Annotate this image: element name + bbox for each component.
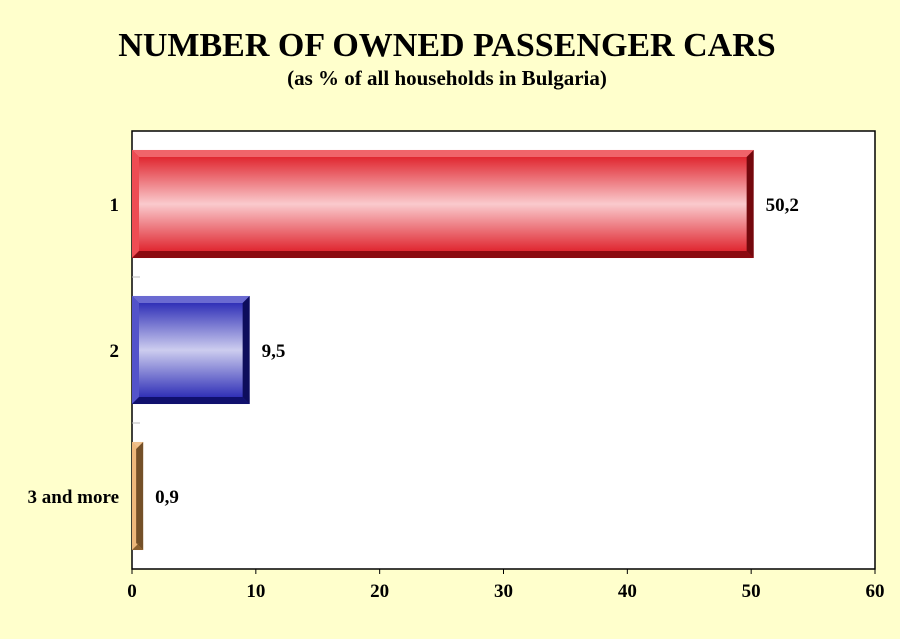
bar-bevel-top bbox=[132, 441, 144, 449]
bar-bevel-left bbox=[132, 295, 139, 405]
x-axis: 0 10 20 30 40 50 60 bbox=[127, 569, 885, 602]
x-tick-label: 20 bbox=[370, 581, 389, 602]
bar-bevel-right bbox=[746, 149, 754, 259]
bar bbox=[132, 149, 754, 259]
category-label: 3 and more bbox=[28, 487, 119, 508]
bar-bevel-left bbox=[132, 149, 139, 259]
category-label: 1 bbox=[110, 195, 120, 216]
value-label: 50,2 bbox=[766, 195, 799, 216]
bar-bevel-top bbox=[132, 295, 250, 303]
bar-bevel-top bbox=[132, 149, 754, 157]
x-tick-label: 60 bbox=[866, 581, 885, 602]
chart-title: NUMBER OF OWNED PASSENGER CARS bbox=[118, 27, 775, 64]
value-label: 0,9 bbox=[155, 487, 179, 508]
category-label: 2 bbox=[110, 341, 120, 362]
bars-group: 1 50,2 2 9,5 3 and more 0,9 bbox=[28, 149, 799, 551]
bar-bevel-right bbox=[242, 295, 250, 405]
value-label: 9,5 bbox=[262, 341, 286, 362]
bar bbox=[132, 295, 250, 405]
x-tick-label: 50 bbox=[742, 581, 761, 602]
x-tick-label: 40 bbox=[618, 581, 637, 602]
bar-bevel-bottom bbox=[132, 543, 144, 551]
bar-bevel-bottom bbox=[132, 251, 754, 259]
chart-subtitle: (as % of all households in Bulgaria) bbox=[287, 66, 607, 90]
x-tick-label: 0 bbox=[127, 581, 137, 602]
bar-bevel-bottom bbox=[132, 397, 250, 405]
x-tick-label: 30 bbox=[494, 581, 513, 602]
x-tick-label: 10 bbox=[246, 581, 265, 602]
bar-bevel-right bbox=[136, 441, 144, 551]
